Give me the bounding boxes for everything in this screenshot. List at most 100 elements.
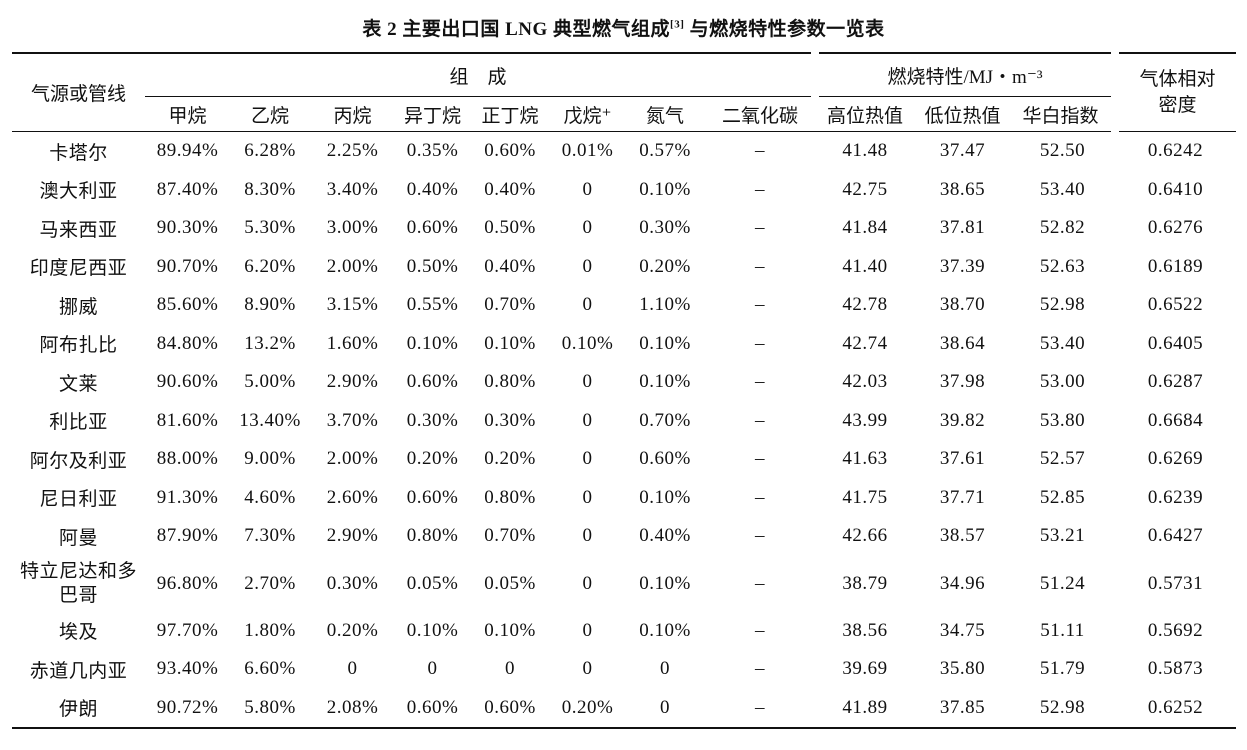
table-cell: 35.80 <box>939 658 986 680</box>
table-row: 埃及 97.70% 1.80% 0.20% 0.10% 0.10% 0 0.10% – 38.56… <box>12 612 1236 651</box>
table-cell: 0 <box>625 688 705 729</box>
table-cell: 38.79 <box>842 572 888 594</box>
table-cell: 38.57 <box>939 525 986 547</box>
table-cell: 42.66 <box>842 525 888 547</box>
table-cell: 0.10% <box>639 486 691 508</box>
title-reference: [3] <box>670 18 685 31</box>
column-header: 二氧化碳 <box>705 96 816 132</box>
column-header: 丙烷 <box>310 96 395 132</box>
table-cell: 3.15% <box>326 294 379 316</box>
table-cell: – <box>755 255 765 277</box>
table-cell: 0.20% <box>484 448 536 470</box>
table-cell: 6.60% <box>244 658 296 680</box>
table-cell: 42.74 <box>842 332 888 354</box>
table-cell: 0.57% <box>639 140 691 162</box>
table-cell: 4.60% <box>244 486 296 508</box>
table-cell: 13.40% <box>239 409 301 431</box>
table-row: 阿曼 87.90% 7.30% 2.90% 0.80% 0.70% 0 0.40% – 42.66… <box>12 517 1236 556</box>
table-cell: 0.6405 <box>1147 332 1204 354</box>
table-cell: 53.00 <box>1039 371 1086 393</box>
table-cell: 52.50 <box>1039 140 1086 162</box>
table-cell: 38.64 <box>939 332 986 354</box>
table-row: 阿布扎比 84.80% 13.2% 1.60% 0.10% 0.10% 0.10% 0.10%… <box>12 325 1236 364</box>
row-source-name: 阿曼 <box>58 527 98 549</box>
table-cell: 0.6410 <box>1147 178 1204 200</box>
table-cell: 41.48 <box>842 140 888 162</box>
table-cell: 1.10% <box>639 294 691 316</box>
table-cell: 81.60% <box>156 409 219 431</box>
table-cell: 0.10% <box>639 371 691 393</box>
row-source-name: 阿布扎比 <box>39 335 118 357</box>
table-cell: 0.35% <box>406 140 459 162</box>
table-cell: 38.70 <box>939 294 986 316</box>
table-cell: 5.30% <box>244 217 296 239</box>
table-cell: 7.30% <box>244 525 296 547</box>
table-cell: 91.30% <box>156 486 219 508</box>
table-cell: 41.40 <box>842 255 888 277</box>
table-cell: 2.90% <box>326 371 379 393</box>
table-cell: 0 <box>660 658 670 680</box>
table-cell: 0.70% <box>484 294 536 316</box>
table-cell: 0.30% <box>484 409 536 431</box>
row-source-name: 马来西亚 <box>39 219 118 241</box>
column-header: 戊烷⁺ <box>550 96 625 132</box>
table-cell: 0.05% <box>484 572 536 594</box>
table-cell: 0 <box>347 658 358 680</box>
title-text: 表 2 主要出口国 LNG 典型燃气组成 <box>362 19 671 40</box>
table-cell: 37.61 <box>939 448 986 470</box>
table-cell: – <box>755 658 765 680</box>
table-cell: 1.80% <box>244 619 296 641</box>
table-cell: 0.6189 <box>1147 255 1204 277</box>
table-cell: 38.56 <box>842 619 888 641</box>
table-cell: 0.60% <box>406 486 459 508</box>
table-cell: 53.40 <box>1039 332 1086 354</box>
table-cell: 51.79 <box>1039 658 1086 680</box>
table-cell: 0.80% <box>484 371 536 393</box>
table-cell: 0.40% <box>406 178 459 200</box>
table-cell: 6.20% <box>244 255 296 277</box>
table-cell: 0 <box>582 658 593 680</box>
table-cell: 87.40% <box>156 178 219 200</box>
table-cell: 0 <box>582 572 593 594</box>
table-row: 阿尔及利亚 88.00% 9.00% 2.00% 0.20% 0.20% 0 0.60% – 41… <box>12 440 1236 479</box>
column-header: 氮气 <box>625 96 705 132</box>
table-cell: 52.85 <box>1039 486 1086 508</box>
table-cell: 37.47 <box>939 140 986 162</box>
table-cell: 0.6287 <box>1147 371 1204 393</box>
table-cell: – <box>755 140 765 162</box>
column-header: 高位热值 <box>815 96 916 132</box>
table-row: 伊朗 90.72% 5.80% 2.08% 0.60% 0.60% 0.20% 0–41.89… <box>12 688 1237 729</box>
row-source-name: 利比亚 <box>49 412 108 434</box>
table-cell: 0.10% <box>561 332 614 354</box>
table-cell: – <box>755 178 765 200</box>
table-cell: 52.63 <box>1039 255 1086 277</box>
table-cell: 0.6684 <box>1147 409 1204 431</box>
table-cell: – <box>755 448 765 470</box>
table-row: 文莱 90.60% 5.00% 2.90% 0.60% 0.80% 0 0.10% – 42.03… <box>12 363 1236 402</box>
table-cell: – <box>755 371 765 393</box>
table-cell: 41.89 <box>815 688 916 729</box>
table-cell: – <box>755 409 765 431</box>
table-cell: 0 <box>582 409 593 431</box>
table-cell: – <box>755 525 765 547</box>
table-cell: 52.98 <box>1039 294 1086 316</box>
table-cell: 0 <box>582 217 593 239</box>
table-cell: 87.90% <box>156 525 219 547</box>
table-cell: 37.39 <box>939 255 986 277</box>
table-cell: 0.50% <box>406 255 459 277</box>
table-cell: 37.71 <box>939 486 986 508</box>
table-cell: 0.10% <box>639 332 691 354</box>
table-cell: 2.08% <box>310 688 395 729</box>
table-cell: 42.75 <box>842 178 888 200</box>
table-cell: 0.10% <box>406 619 459 641</box>
table-title: 表 2 主要出口国 LNG 典型燃气组成[3] 与燃烧特性参数一览表 <box>0 14 1247 41</box>
table-cell: 0.70% <box>484 525 536 547</box>
column-header: 异丁烷 <box>395 96 470 132</box>
table-cell: 2.25% <box>326 140 379 162</box>
table-cell: 37.98 <box>939 371 986 393</box>
column-header: 华白指数 <box>1010 96 1116 132</box>
table-cell: 0.10% <box>406 332 459 354</box>
table-cell: 0.20% <box>406 448 459 470</box>
table-cell: – <box>755 619 765 641</box>
table-cell: 0.20% <box>639 255 691 277</box>
